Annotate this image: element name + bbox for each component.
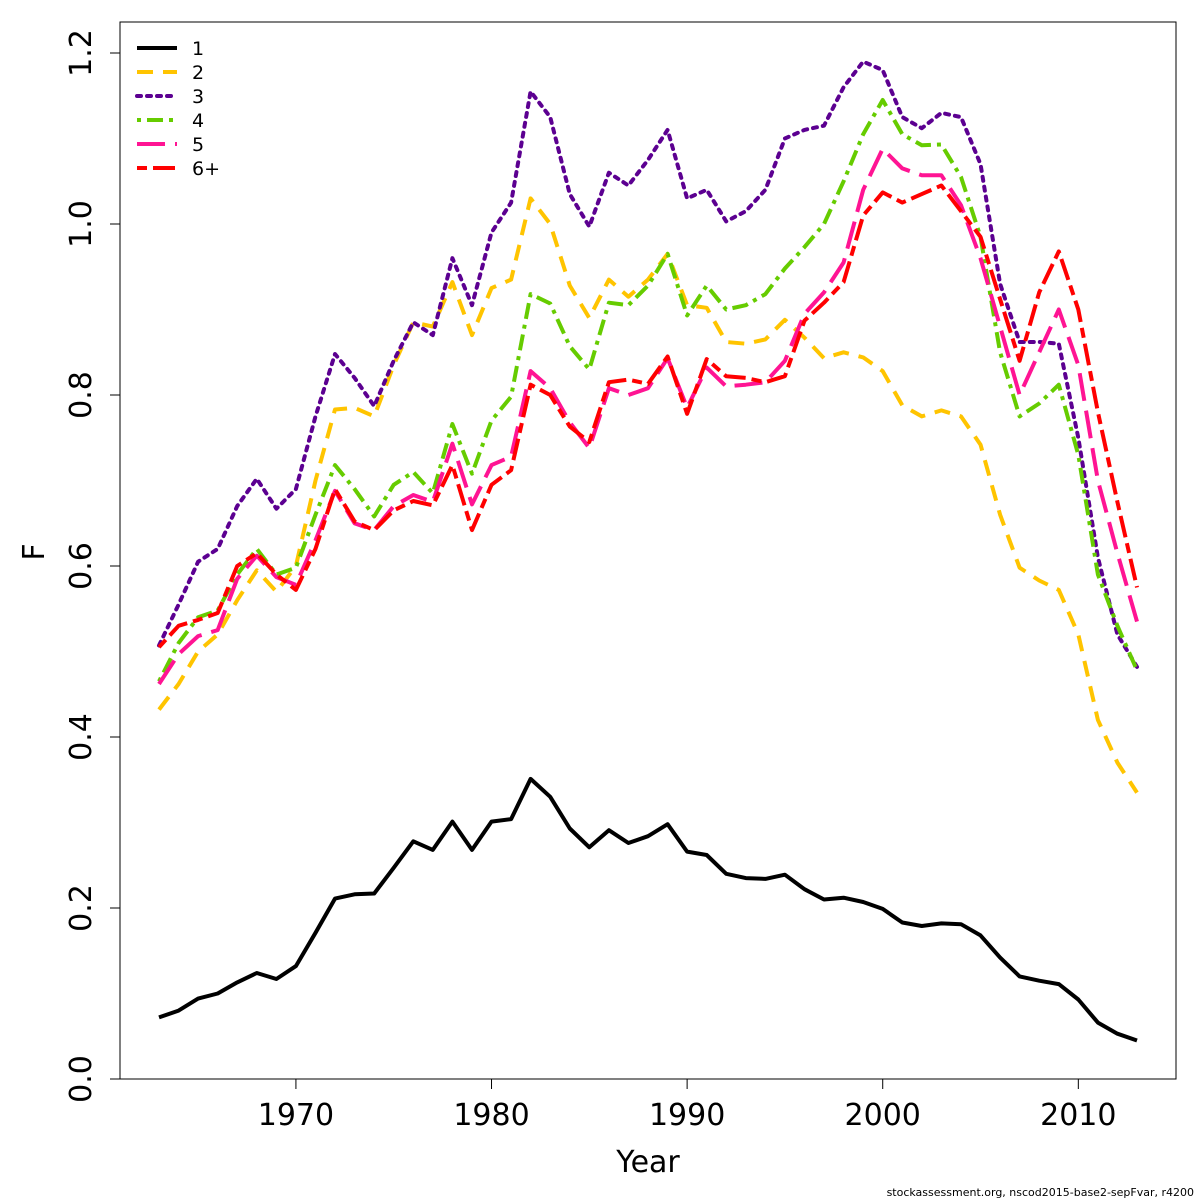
x-tick-label: 2000 xyxy=(845,1098,921,1133)
x-tick-label: 1970 xyxy=(258,1098,334,1133)
y-tick-label: 1.0 xyxy=(64,200,99,248)
y-tick-label: 0.2 xyxy=(64,884,99,932)
y-tick-label: 0.8 xyxy=(64,371,99,419)
y-axis: 0.0 0.2 0.4 0.6 0.8 1.0 1.2 xyxy=(64,29,121,1103)
series-line-3 xyxy=(157,59,1139,669)
plot-frame xyxy=(119,21,1177,1080)
y-tick-label: 1.2 xyxy=(64,29,99,77)
series-line-4 xyxy=(157,98,1139,683)
series-line-1 xyxy=(158,776,1138,1043)
series-line-6 xyxy=(157,183,1139,649)
x-tick-label: 2010 xyxy=(1040,1098,1116,1133)
x-tick-label: 1990 xyxy=(649,1098,725,1133)
y-tick-label: 0.4 xyxy=(64,713,99,761)
series-group xyxy=(157,59,1139,1043)
y-axis-title: F xyxy=(17,543,52,560)
x-tick-label: 1980 xyxy=(453,1098,529,1133)
legend-label: 5 xyxy=(192,134,204,156)
y-tick-label: 0.6 xyxy=(64,542,99,590)
y-tick-label: 0.0 xyxy=(64,1055,99,1103)
series-line-2 xyxy=(157,196,1139,794)
legend-label: 3 xyxy=(192,86,204,108)
legend-label: 1 xyxy=(192,38,204,60)
x-axis: 1970 1980 1990 2000 2010 xyxy=(258,1078,1116,1133)
legend-label: 4 xyxy=(192,110,204,132)
footer-credit: stockassessment.org, nscod2015-base2-sep… xyxy=(887,1186,1194,1199)
x-axis-title: Year xyxy=(615,1145,680,1180)
legend-label: 2 xyxy=(192,62,204,84)
legend-label: 6+ xyxy=(192,158,220,180)
